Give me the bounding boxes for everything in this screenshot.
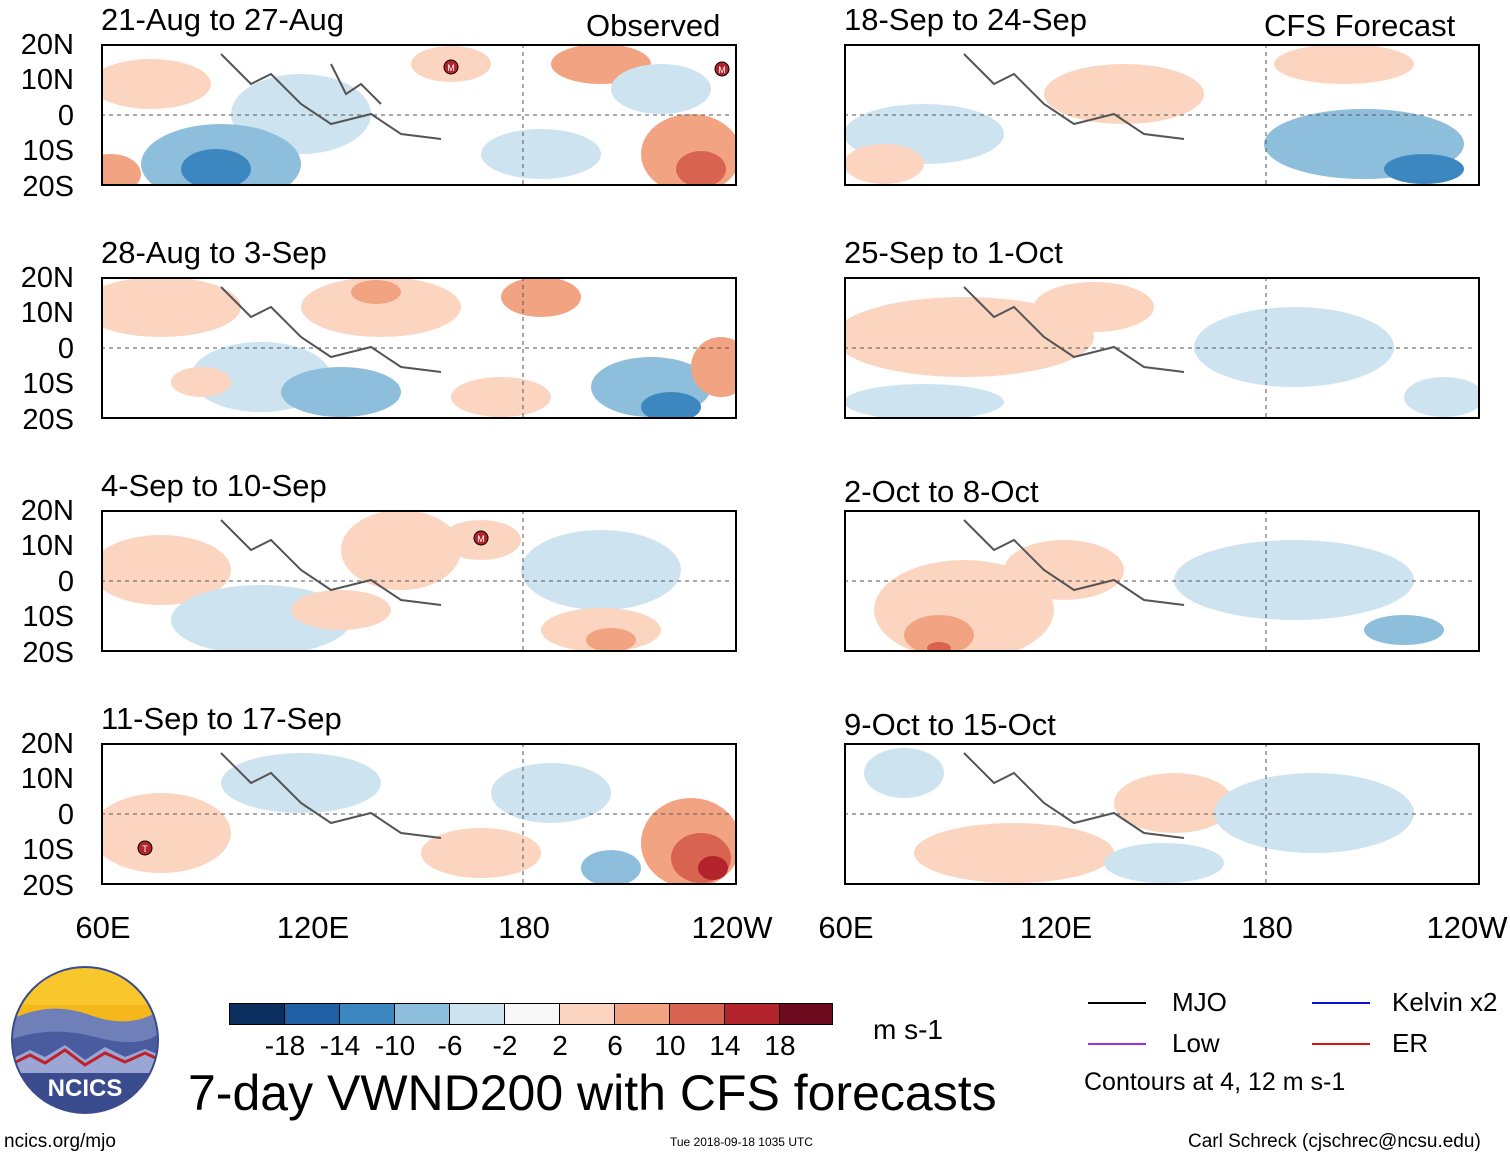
- svg-text:NCICS: NCICS: [48, 1075, 123, 1102]
- legend-kelvin-line: [1312, 1002, 1370, 1004]
- panel-title: 25-Sep to 1-Oct: [844, 235, 1063, 270]
- legend-mjo: MJO: [1172, 987, 1227, 1017]
- anomaly-map: [844, 510, 1476, 652]
- anomaly-map: [844, 277, 1480, 419]
- anomaly-map: [101, 277, 737, 419]
- column-label-observed: Observed: [586, 8, 721, 43]
- storm-marker: T: [137, 840, 153, 856]
- panel-title: 28-Aug to 3-Sep: [101, 235, 327, 270]
- panel-title: 21-Aug to 27-Aug: [101, 2, 345, 37]
- legend-low: Low: [1172, 1028, 1220, 1058]
- storm-marker: M: [714, 61, 730, 77]
- footer-url[interactable]: ncics.org/mjo: [4, 1131, 116, 1152]
- legend-er-line: [1312, 1043, 1370, 1045]
- svg-text:M: M: [477, 534, 485, 544]
- panel-forecast-2: [844, 277, 1480, 419]
- column-label-forecast: CFS Forecast: [1264, 8, 1456, 43]
- main-title: 7-day VWND200 with CFS forecasts: [188, 1065, 997, 1121]
- panel-title: 11-Sep to 17-Sep: [101, 701, 342, 736]
- contour-note: Contours at 4, 12 m s-1: [1084, 1068, 1346, 1096]
- colorbar-units: m s-1: [873, 1014, 943, 1045]
- panel-title: 2-Oct to 8-Oct: [844, 474, 1039, 509]
- footer-credit: Carl Schreck (cjschrec@ncsu.edu): [1188, 1131, 1481, 1152]
- panel-title: 9-Oct to 15-Oct: [844, 707, 1056, 742]
- anomaly-map: [844, 44, 1476, 186]
- panel-forecast-4: [844, 743, 1480, 885]
- legend-mjo-line: [1088, 1002, 1146, 1004]
- legend-kelvin: Kelvin x2: [1392, 987, 1498, 1017]
- ncics-logo: NCICS: [10, 965, 160, 1115]
- anomaly-map: T: [101, 743, 737, 885]
- anomaly-map: M: [101, 510, 733, 652]
- storm-marker: M: [473, 530, 489, 546]
- panel-forecast-1: [844, 44, 1480, 186]
- footer-timestamp: Tue 2018-09-18 1035 UTC: [670, 1135, 813, 1149]
- storm-marker: M: [443, 59, 459, 75]
- legend-er: ER: [1392, 1028, 1429, 1058]
- anomaly-map: [844, 743, 1476, 885]
- svg-text:T: T: [142, 844, 148, 854]
- svg-text:M: M: [447, 63, 455, 73]
- panel-observed-2: [101, 277, 737, 419]
- panel-observed-3: M: [101, 510, 737, 652]
- panel-observed-4: T: [101, 743, 737, 885]
- anomaly-map: M M: [101, 44, 737, 186]
- panel-title: 4-Sep to 10-Sep: [101, 468, 327, 503]
- panel-observed-1: M M: [101, 44, 737, 186]
- legend-low-line: [1088, 1043, 1146, 1045]
- svg-text:M: M: [718, 65, 726, 75]
- panel-title: 18-Sep to 24-Sep: [844, 2, 1088, 37]
- panel-forecast-3: [844, 510, 1480, 652]
